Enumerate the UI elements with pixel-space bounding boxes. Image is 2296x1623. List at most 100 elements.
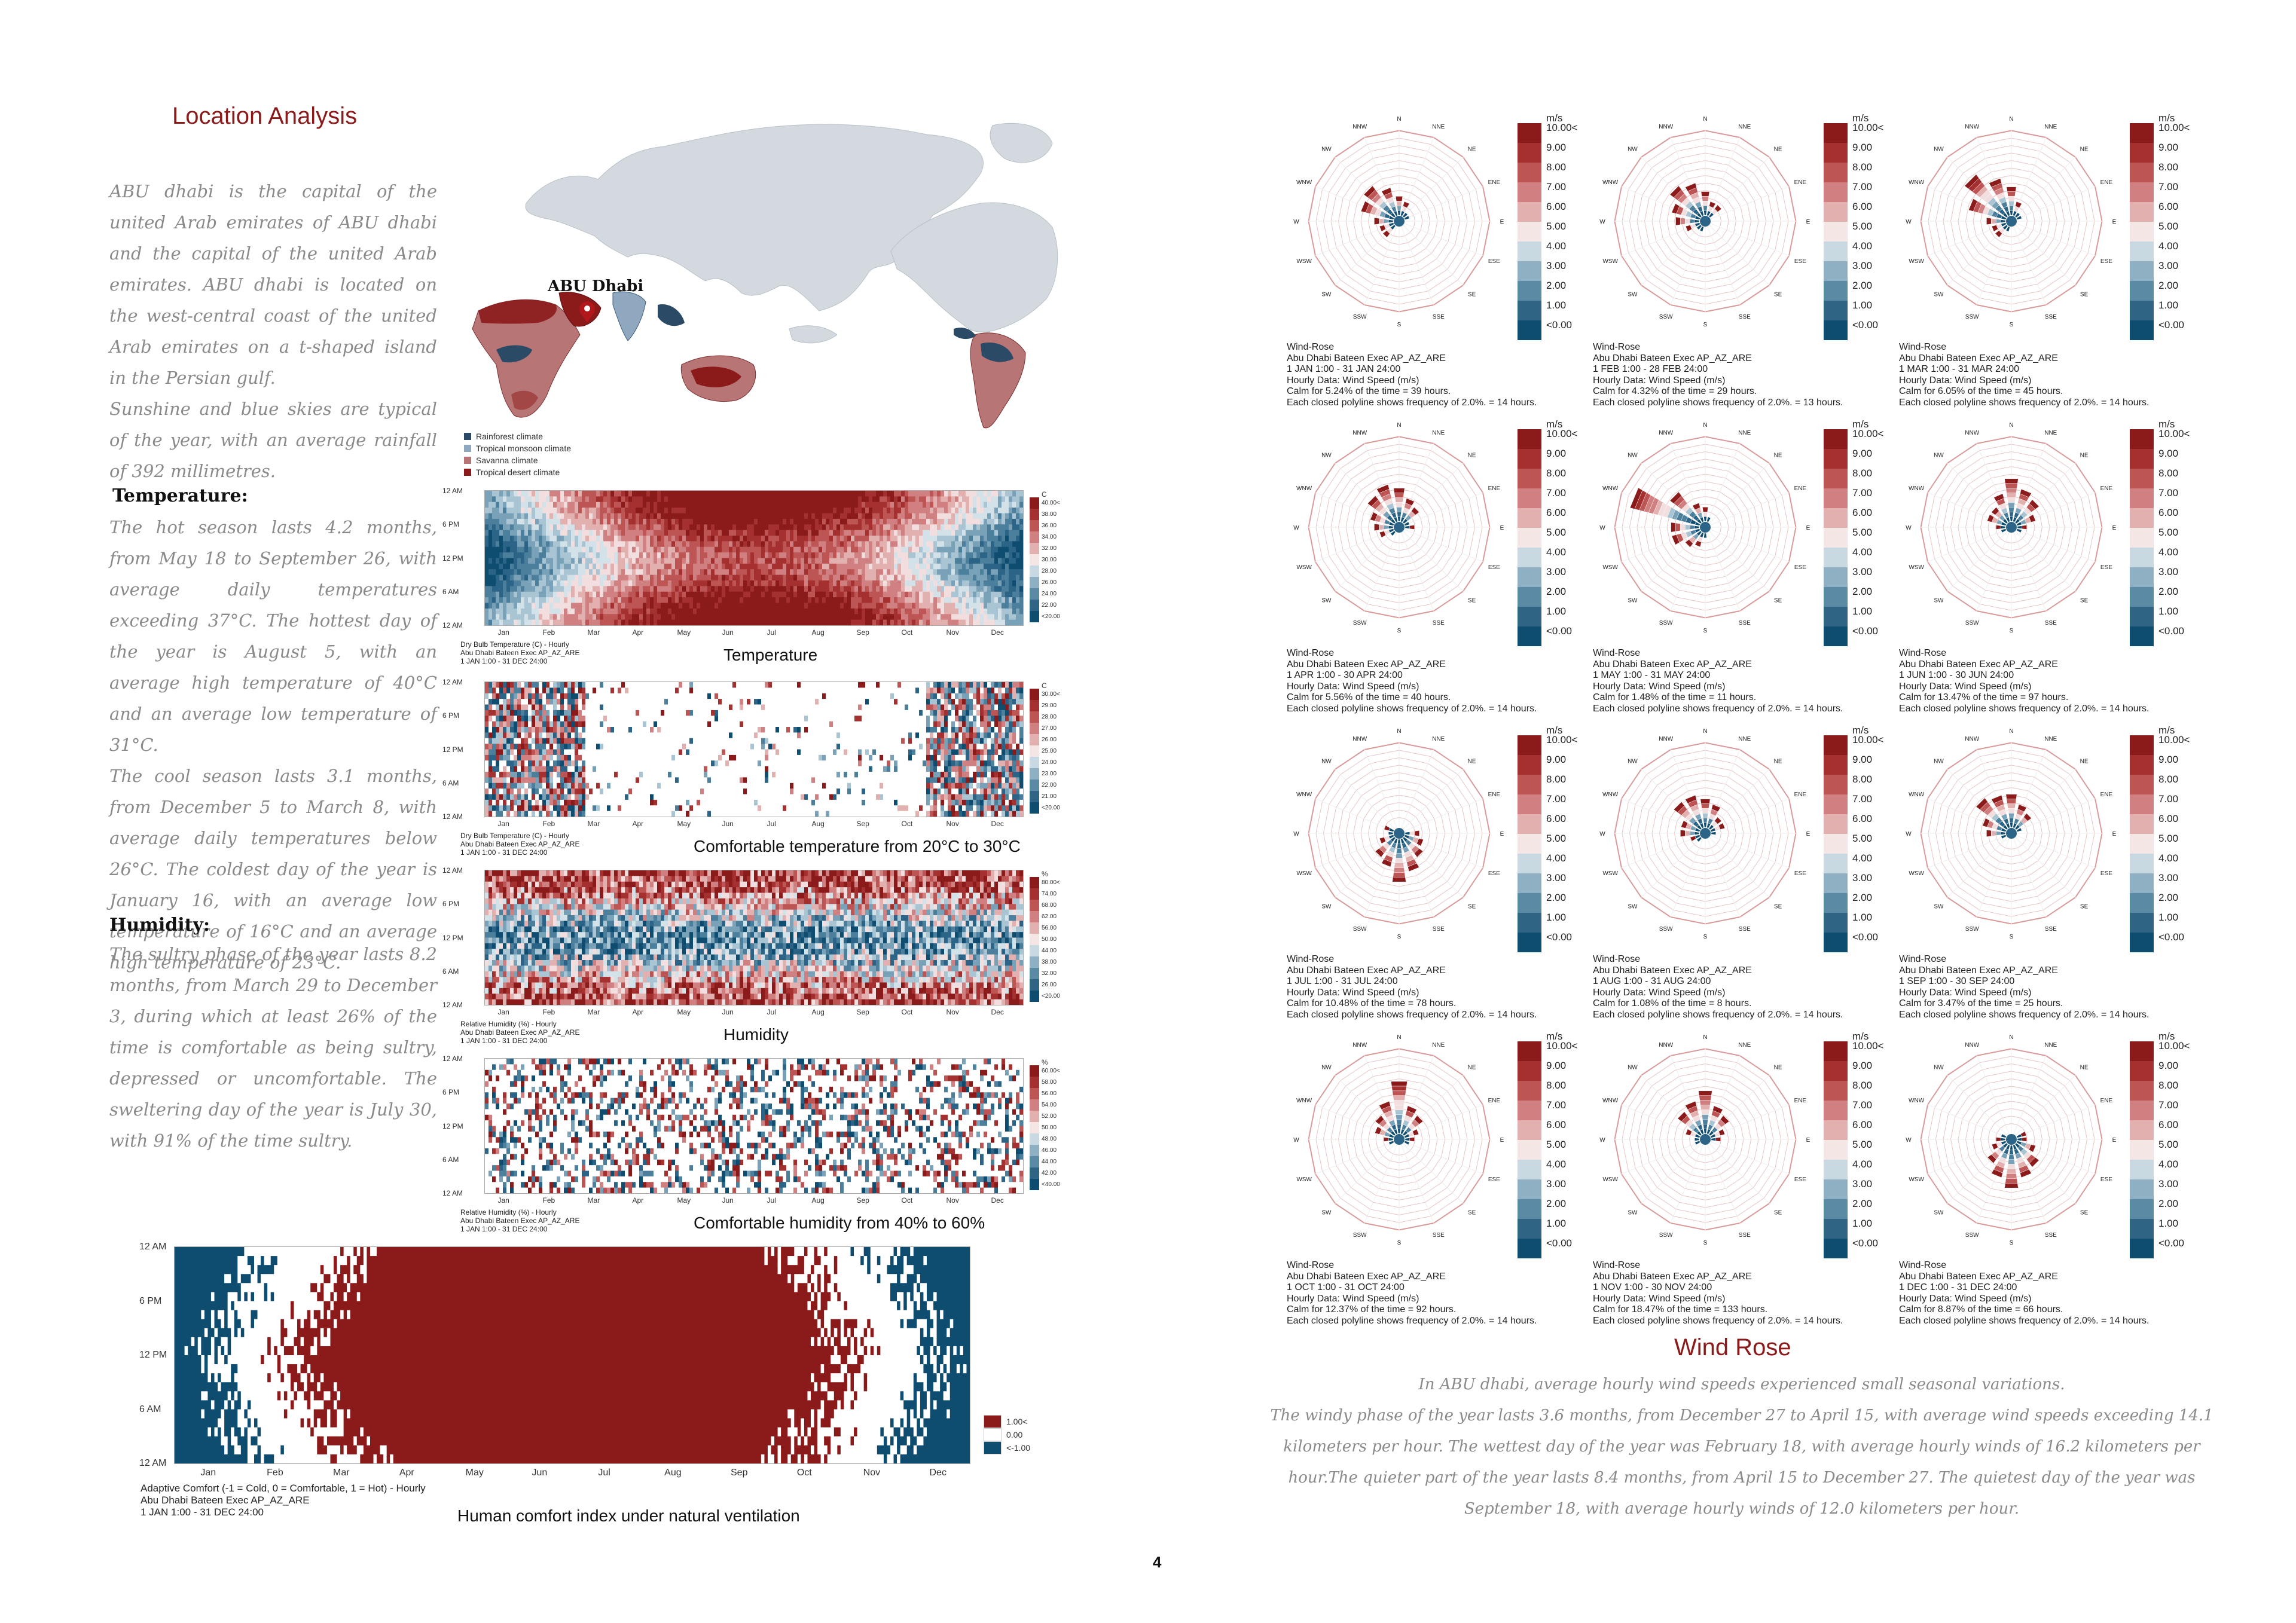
heatmap-cell: [524, 721, 529, 728]
heatmap-cell: [829, 563, 833, 570]
heatmap-cell: [876, 586, 880, 592]
heatmap-cell: [937, 586, 941, 592]
heatmap-cell: [966, 508, 970, 514]
heatmap-cell: [542, 518, 546, 525]
heatmap-cell: [923, 569, 927, 576]
heatmap-cell: [621, 687, 625, 694]
heatmap-cell: [815, 569, 819, 576]
heatmap-cell: [664, 744, 668, 750]
heatmap-cell: [596, 794, 600, 800]
heatmap-cell: [905, 608, 909, 615]
heatmap-cell: [933, 580, 938, 586]
heatmap-cell: [532, 727, 536, 733]
heatmap-cell: [668, 794, 672, 800]
heatmap-cell: [869, 580, 873, 586]
heatmap-cell: [890, 530, 894, 536]
heatmap-cell: [549, 727, 554, 733]
heatmap-cell: [718, 574, 722, 581]
heatmap-cell: [854, 608, 859, 615]
heatmap-cell: [689, 530, 694, 536]
heatmap-cell: [517, 574, 521, 581]
heatmap-cell: [779, 569, 783, 576]
heatmap-cell: [557, 580, 561, 586]
heatmap-cell: [560, 524, 564, 531]
heatmap-cell: [628, 788, 633, 795]
heatmap-cell: [600, 744, 604, 750]
heatmap-cell: [876, 536, 880, 542]
heatmap-cell: [546, 569, 550, 576]
heatmap-cell: [1009, 580, 1013, 586]
heatmap-cell: [603, 513, 607, 519]
heatmap-cell: [826, 591, 830, 598]
heatmap-cell: [625, 574, 629, 581]
heatmap-cell: [532, 777, 536, 784]
heatmap-cell: [750, 496, 755, 503]
heatmap-cell: [492, 496, 496, 503]
heatmap-cell: [618, 682, 622, 688]
heatmap-cell: [686, 619, 690, 625]
heatmap-cell: [847, 552, 851, 559]
heatmap-cell: [610, 799, 615, 806]
heatmap-cell: [933, 536, 938, 542]
heatmap-cell: [958, 574, 963, 581]
heatmap-cell: [532, 811, 536, 817]
heatmap-cell: [524, 502, 529, 508]
heatmap-cell: [675, 682, 679, 688]
heatmap-cell: [510, 754, 514, 761]
heatmap-cell: [578, 704, 582, 711]
heatmap-cell: [862, 491, 866, 497]
heatmap-cell: [761, 614, 765, 621]
heatmap-cell: [793, 508, 798, 514]
heatmap-cell: [589, 682, 593, 688]
heatmap-cell: [614, 777, 618, 784]
heatmap-cell: [815, 608, 819, 615]
heatmap-cell: [801, 586, 805, 592]
heatmap-cell: [937, 530, 941, 536]
heatmap-cell: [1016, 536, 1020, 542]
heatmap-cell: [815, 524, 819, 531]
heatmap-cell: [585, 783, 590, 789]
heatmap-cell: [557, 721, 561, 728]
heatmap-cell: [725, 586, 729, 592]
heatmap-cell: [754, 619, 758, 625]
heatmap-cell: [503, 603, 507, 609]
heatmap-cell: [593, 687, 597, 694]
heatmap-cell: [567, 546, 572, 553]
heatmap-cell: [887, 614, 891, 621]
heatmap-cell: [941, 508, 945, 514]
heatmap-cell: [804, 541, 808, 548]
heatmap-cell: [628, 754, 633, 761]
heatmap-cell: [962, 552, 966, 559]
heatmap-cell: [750, 558, 755, 564]
heatmap-cell: [607, 738, 611, 744]
heatmap-cell: [955, 580, 959, 586]
heatmap-cell: [1016, 563, 1020, 570]
heatmap-cell: [758, 608, 762, 615]
heatmap-cell: [618, 614, 622, 621]
heatmap-cell: [571, 541, 575, 548]
heatmap-cell: [503, 580, 507, 586]
heatmap-cell: [614, 586, 618, 592]
heatmap-cell: [492, 524, 496, 531]
heatmap-cell: [783, 558, 787, 564]
heatmap-cell: [890, 586, 894, 592]
heatmap-cell: [840, 546, 844, 553]
heatmap-cell: [488, 491, 493, 497]
heatmap-cell: [546, 693, 550, 699]
heatmap-cell: [506, 727, 511, 733]
heatmap-cell: [740, 597, 744, 604]
heatmap-cell: [862, 603, 866, 609]
heatmap-cell: [765, 608, 769, 615]
heatmap-cell: [517, 524, 521, 531]
heatmap-cell: [621, 524, 625, 531]
heatmap-cell: [582, 530, 586, 536]
heatmap-cell: [528, 721, 532, 728]
heatmap-cell: [621, 760, 625, 767]
heatmap-cell: [732, 619, 737, 625]
heatmap-cell: [955, 574, 959, 581]
heatmap-cell: [542, 799, 546, 806]
heatmap-cell: [969, 563, 973, 570]
heatmap-cell: [718, 518, 722, 525]
heatmap-cell: [718, 546, 722, 553]
heatmap-cell: [485, 491, 489, 497]
